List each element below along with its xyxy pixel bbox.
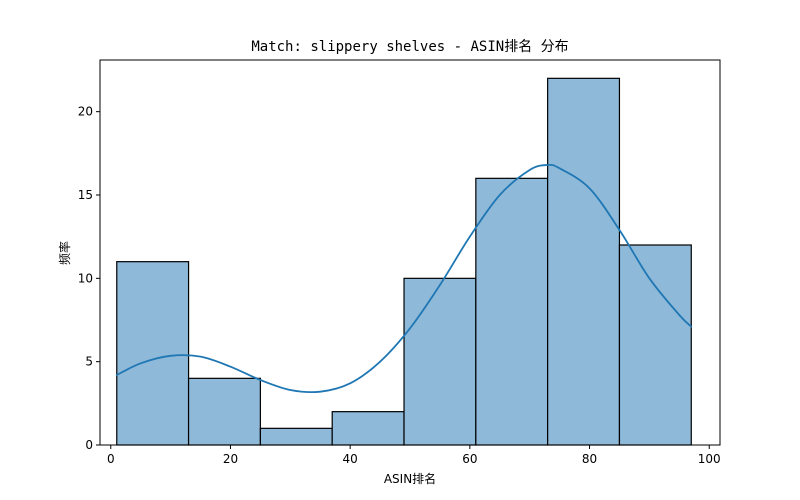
y-tick-label: 10 (78, 271, 93, 285)
y-tick-label: 0 (85, 438, 93, 452)
x-tick-label: 0 (107, 452, 115, 466)
y-tick-label: 5 (85, 355, 93, 369)
histogram-bar-4 (403, 277, 477, 446)
kde-curve (115, 163, 693, 394)
axes-frame (99, 59, 721, 446)
y-tick-label: 15 (78, 188, 93, 202)
chart-title: Match: slippery shelves - ASIN排名 分布 (251, 39, 568, 55)
x-tick-label: 100 (698, 452, 721, 466)
x-tick-label: 60 (462, 452, 477, 466)
histogram-bar-2 (259, 427, 333, 446)
histogram-bar-3 (331, 411, 405, 446)
histogram-bar-0 (116, 261, 190, 446)
x-axis-label: ASIN排名 (384, 471, 436, 486)
histogram-bar-1 (187, 377, 261, 446)
histogram-bar-7 (618, 244, 692, 446)
x-tick-label: 40 (343, 452, 358, 466)
x-tick-label: 20 (223, 452, 238, 466)
y-tick-label: 20 (78, 105, 93, 119)
histogram-bar-6 (547, 77, 621, 446)
y-axis-label: 频率 (57, 241, 72, 265)
histogram-bar-5 (475, 177, 549, 446)
x-tick-label: 80 (582, 452, 597, 466)
plot-area: 0 20 40 60 80 100 0 5 10 15 20 (78, 59, 721, 466)
